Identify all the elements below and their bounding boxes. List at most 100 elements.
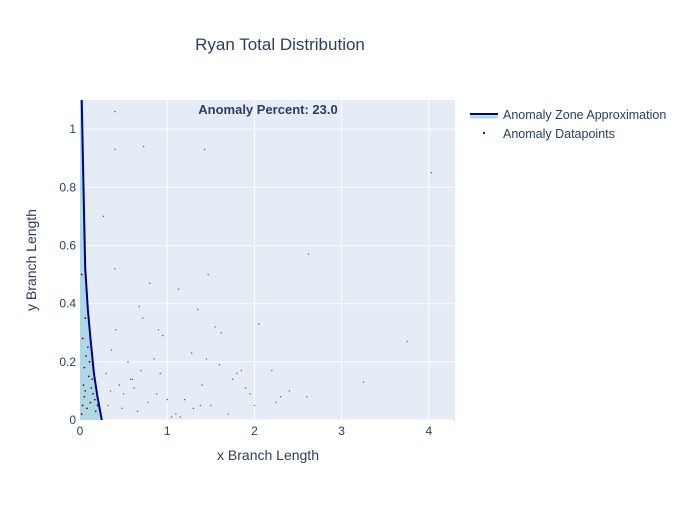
anomaly-datapoint bbox=[84, 317, 87, 320]
datapoint bbox=[170, 416, 173, 418]
datapoint bbox=[142, 317, 144, 319]
datapoint bbox=[207, 273, 209, 276]
y-tick-label: 0.2 bbox=[59, 355, 76, 369]
x-tick-label: 2 bbox=[251, 424, 258, 438]
datapoint bbox=[109, 390, 112, 392]
annotation-anomaly-percent: Anomaly Percent: 23.0 bbox=[198, 102, 337, 117]
datapoint bbox=[166, 398, 168, 401]
datapoint bbox=[192, 407, 195, 410]
datapoint bbox=[430, 172, 433, 174]
legend-item-anomaly-zone[interactable]: Anomaly Zone Approximation bbox=[503, 108, 666, 122]
datapoint bbox=[147, 401, 149, 404]
anomaly-datapoint bbox=[82, 384, 85, 386]
y-axis-label: y Branch Length bbox=[23, 209, 39, 311]
datapoint bbox=[275, 401, 277, 404]
datapoint bbox=[121, 407, 123, 410]
datapoint bbox=[204, 148, 206, 151]
datapoint bbox=[218, 364, 221, 366]
y-tick-label: 0.4 bbox=[59, 297, 76, 311]
anomaly-datapoint bbox=[81, 337, 84, 340]
anomaly-datapoint bbox=[94, 410, 97, 413]
datapoint bbox=[156, 393, 158, 395]
datapoint bbox=[159, 372, 161, 375]
datapoint bbox=[133, 387, 135, 389]
datapoint bbox=[142, 145, 145, 148]
datapoint bbox=[197, 308, 199, 311]
anomaly-datapoint bbox=[86, 346, 89, 349]
anomaly-zone-line bbox=[80, 100, 103, 420]
anomaly-datapoint bbox=[91, 378, 94, 381]
datapoint bbox=[127, 361, 129, 363]
anomaly-datapoint bbox=[80, 413, 83, 416]
datapoint bbox=[454, 419, 455, 420]
legend-item-anomaly-datapoints[interactable]: Anomaly Datapoints bbox=[503, 127, 615, 141]
chart-title: Ryan Total Distribution bbox=[195, 35, 365, 54]
datapoint bbox=[220, 332, 222, 334]
datapoint bbox=[131, 378, 134, 380]
datapoint bbox=[249, 393, 251, 395]
datapoint bbox=[271, 369, 273, 372]
datapoint bbox=[279, 396, 282, 398]
x-axis-label: x Branch Length bbox=[217, 447, 319, 463]
anomaly-datapoint bbox=[88, 360, 91, 363]
datapoint bbox=[157, 329, 160, 331]
anomaly-datapoint bbox=[81, 404, 84, 407]
x-tick-label: 1 bbox=[164, 424, 171, 438]
legend-marker-swatch bbox=[482, 131, 486, 135]
x-tick-label: 4 bbox=[425, 424, 432, 438]
anomaly-datapoint bbox=[87, 375, 90, 378]
anomaly-datapoint bbox=[89, 401, 92, 404]
datapoint bbox=[362, 381, 365, 383]
datapoint bbox=[307, 253, 310, 255]
datapoint bbox=[115, 329, 117, 331]
datapoint bbox=[214, 326, 216, 328]
datapoint bbox=[179, 416, 181, 418]
datapoint bbox=[306, 396, 308, 398]
datapoint bbox=[258, 323, 260, 325]
datapoint bbox=[105, 372, 107, 375]
datapoint bbox=[102, 215, 105, 218]
datapoint bbox=[122, 393, 125, 395]
datapoint bbox=[138, 305, 141, 308]
legend[interactable]: Anomaly Zone Approximation Anomaly Datap… bbox=[470, 108, 666, 141]
datapoint bbox=[288, 390, 291, 392]
anomaly-datapoint bbox=[83, 395, 86, 398]
anomaly-datapoint bbox=[84, 390, 87, 392]
datapoint bbox=[240, 369, 243, 372]
plot-series-group bbox=[80, 100, 455, 420]
plot-area: 0 1 2 3 4 0 0.2 0.4 0.6 0.8 1 bbox=[59, 100, 455, 438]
anomaly-datapoint bbox=[83, 366, 86, 369]
datapoint bbox=[205, 358, 208, 360]
datapoint bbox=[129, 378, 132, 380]
datapoint bbox=[199, 404, 202, 407]
datapoint bbox=[227, 413, 229, 415]
datapoint bbox=[177, 288, 180, 290]
anomaly-datapoint bbox=[86, 407, 88, 410]
y-tick-label: 0.6 bbox=[59, 238, 76, 252]
datapoint bbox=[162, 334, 164, 337]
datapoint bbox=[406, 340, 408, 343]
datapoint bbox=[244, 387, 247, 389]
datapoint bbox=[114, 268, 116, 270]
datapoint bbox=[107, 404, 109, 407]
datapoint bbox=[175, 413, 177, 415]
plot-background bbox=[80, 100, 455, 420]
y-tick-label: 1 bbox=[69, 122, 76, 136]
anomaly-datapoint bbox=[92, 392, 94, 395]
datapoint bbox=[201, 384, 203, 386]
y-tick-label: 0.8 bbox=[59, 180, 76, 194]
datapoint bbox=[110, 349, 113, 351]
anomaly-datapoint bbox=[96, 404, 99, 407]
anomaly-datapoint bbox=[85, 355, 88, 357]
datapoint bbox=[231, 378, 234, 380]
x-tick-label: 3 bbox=[338, 424, 345, 438]
anomaly-zone-area bbox=[80, 100, 102, 420]
datapoint bbox=[114, 110, 116, 113]
datapoint bbox=[136, 410, 139, 412]
datapoint bbox=[140, 369, 142, 372]
x-tick-label: 0 bbox=[77, 424, 84, 438]
datapoint bbox=[183, 398, 186, 401]
datapoint bbox=[118, 384, 120, 386]
